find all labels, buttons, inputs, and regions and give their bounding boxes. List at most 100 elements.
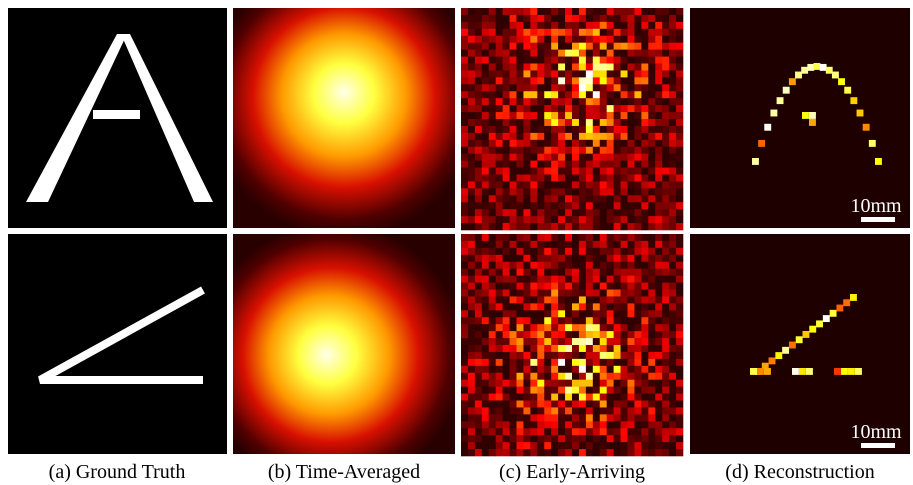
pixel: [585, 42, 594, 50]
pixel: [537, 296, 545, 304]
pixel: [669, 372, 677, 380]
pixel: [537, 49, 545, 57]
pixel: [578, 146, 587, 154]
pixel: [537, 84, 545, 92]
pixel: [641, 421, 649, 429]
pixel: [523, 435, 531, 443]
pixel: [495, 345, 503, 353]
pixel: [509, 331, 517, 339]
pixel: [648, 132, 656, 141]
pixel: [572, 296, 580, 304]
pixel: [676, 338, 684, 346]
pixel: [495, 14, 503, 23]
pixel: [613, 139, 621, 148]
pixel: [544, 56, 552, 64]
pixel: [606, 112, 614, 120]
pixel: [599, 181, 607, 189]
pixel: [530, 449, 538, 457]
pixel: [606, 188, 614, 196]
pixel: [558, 247, 566, 256]
pixel: [662, 254, 670, 263]
pixel: [613, 400, 621, 408]
pixel: [474, 331, 483, 339]
pixel: [474, 160, 483, 168]
pixel: [509, 14, 517, 23]
pixel: [592, 167, 601, 175]
pixel: [627, 70, 635, 78]
pixel: [627, 216, 635, 224]
pixel: [669, 77, 677, 85]
pixel: [544, 28, 552, 37]
pixel: [641, 153, 649, 161]
pixel: [467, 63, 476, 71]
pixel: [565, 153, 573, 161]
pixel: [655, 56, 663, 64]
pixel: [565, 91, 573, 99]
pixel: [502, 345, 510, 353]
pixel: [537, 442, 545, 450]
pixel: [816, 320, 823, 328]
pixel: [641, 146, 649, 154]
pixel: [620, 49, 628, 57]
pixel: [613, 407, 621, 415]
pixel: [474, 174, 483, 182]
pixel: [530, 209, 538, 217]
pixel: [655, 174, 663, 182]
pixel: [565, 289, 573, 297]
pixel: [655, 386, 663, 394]
pixel: [669, 49, 677, 57]
pixel: [502, 132, 510, 141]
pixel: [537, 275, 545, 283]
pixel: [467, 14, 476, 23]
pixel: [516, 414, 524, 422]
pixel: [606, 351, 614, 360]
pixel: [523, 139, 531, 148]
pixel: [627, 209, 635, 217]
pixel: [544, 428, 552, 436]
pixel: [620, 379, 628, 387]
pixel: [572, 268, 580, 276]
pixel: [578, 21, 587, 30]
pixel: [495, 331, 503, 339]
pixel: [488, 324, 496, 332]
pixel: [523, 112, 531, 120]
pixel: [488, 125, 496, 134]
pixel: [474, 195, 483, 203]
pixel: [634, 338, 642, 346]
pixel: [565, 275, 573, 283]
pixel: [599, 8, 607, 16]
pixel: [516, 8, 524, 16]
pixel: [558, 268, 566, 276]
pixel: [572, 331, 580, 339]
pixel: [641, 386, 649, 394]
pixel: [488, 234, 496, 242]
pixel: [572, 49, 580, 57]
pixel: [648, 247, 656, 256]
pixel: [516, 84, 524, 92]
pixel: [676, 125, 684, 134]
pixel: [648, 345, 656, 353]
pixel: [530, 365, 538, 374]
pixel: [565, 132, 573, 141]
pixel: [613, 317, 621, 325]
pixel: [578, 372, 587, 380]
pixel: [620, 125, 628, 134]
pixel: [467, 98, 476, 106]
pixel: [516, 195, 524, 203]
pixel: [523, 181, 531, 189]
pixel: [648, 372, 656, 380]
pixel: [481, 414, 490, 422]
pixel: [474, 365, 483, 374]
pixel: [648, 139, 656, 148]
pixel: [648, 351, 656, 360]
pixel: [606, 345, 614, 353]
pixel: [558, 358, 566, 367]
pixel: [467, 181, 476, 189]
pixel: [613, 84, 621, 92]
pixel: [627, 275, 635, 283]
pixel: [467, 303, 476, 311]
pixel: [467, 379, 476, 387]
caption: (c) Early-Arriving: [499, 461, 645, 483]
pixel: [509, 174, 517, 182]
pixel: [544, 91, 552, 99]
